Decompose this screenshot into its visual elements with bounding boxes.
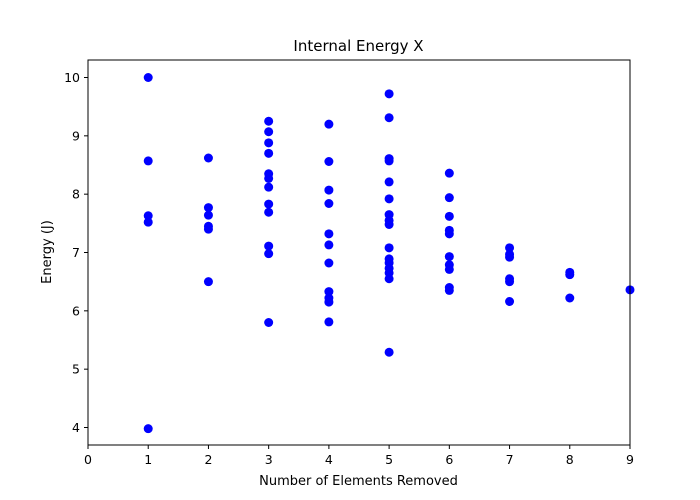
data-point [203, 153, 213, 163]
data-point [324, 317, 334, 327]
data-point [384, 194, 394, 204]
y-axis-ticks: 4 5 6 7 8 9 10 [64, 70, 88, 435]
data-point [505, 252, 515, 262]
data-point [505, 297, 515, 306]
data-point [444, 252, 454, 262]
data-point [203, 277, 213, 287]
data-points [143, 73, 635, 434]
data-point [324, 297, 334, 307]
data-point [324, 258, 334, 268]
data-point [324, 229, 334, 239]
data-point [384, 113, 394, 123]
data-point [324, 240, 334, 250]
data-point [264, 318, 274, 327]
chart-title: Internal Energy X [293, 37, 423, 55]
data-point [444, 168, 454, 178]
data-point [384, 177, 394, 187]
data-point [143, 211, 153, 221]
x-tick-label: 0 [84, 452, 92, 467]
x-tick-label: 5 [385, 452, 393, 467]
data-point [264, 199, 274, 209]
x-tick-label: 1 [144, 452, 152, 467]
x-tick-label: 2 [204, 452, 212, 467]
data-point [143, 424, 153, 434]
plot-frame [87, 59, 631, 446]
x-tick-label: 7 [506, 452, 514, 467]
data-point [384, 220, 394, 229]
data-point [264, 207, 274, 217]
y-tick-label: 10 [64, 70, 80, 85]
data-point [264, 138, 274, 148]
data-point [384, 156, 394, 166]
data-point [264, 249, 274, 259]
data-point [384, 89, 394, 99]
data-point [264, 148, 274, 158]
data-point [324, 157, 334, 166]
y-axis-label: Energy (J) [40, 220, 55, 284]
data-point [264, 173, 274, 183]
data-point [264, 241, 274, 251]
data-point [444, 193, 454, 203]
y-tick-label: 8 [72, 187, 80, 202]
data-point [565, 270, 575, 280]
x-axis-ticks: 0 1 2 3 4 5 6 7 8 9 [84, 445, 634, 467]
y-tick-label: 6 [72, 303, 80, 318]
x-tick-label: 9 [626, 452, 634, 467]
data-point [444, 285, 454, 295]
y-tick-label: 7 [72, 245, 80, 260]
x-axis-label: Number of Elements Removed [259, 474, 458, 489]
data-point [264, 116, 274, 126]
x-tick-label: 6 [445, 452, 453, 467]
data-point [505, 277, 515, 287]
y-tick-label: 5 [72, 362, 80, 377]
data-point [505, 243, 515, 253]
data-point [324, 119, 334, 129]
data-point [444, 264, 454, 274]
data-point [444, 229, 454, 239]
x-tick-label: 4 [325, 452, 333, 467]
data-point [264, 182, 274, 192]
data-point [565, 293, 575, 303]
data-point [384, 347, 394, 357]
data-point [143, 73, 153, 82]
data-point [324, 287, 334, 297]
data-point [324, 199, 334, 208]
data-point [203, 203, 213, 213]
data-point [384, 243, 394, 253]
x-tick-label: 8 [566, 452, 574, 467]
data-point [324, 185, 334, 195]
data-point [143, 217, 153, 227]
data-point [203, 224, 213, 234]
data-point [264, 127, 274, 137]
data-point [143, 156, 153, 166]
x-tick-label: 3 [265, 452, 273, 467]
data-point [203, 210, 213, 220]
data-point [444, 211, 454, 221]
data-point [384, 274, 394, 284]
y-tick-label: 9 [72, 128, 80, 143]
y-tick-label: 4 [72, 420, 80, 435]
